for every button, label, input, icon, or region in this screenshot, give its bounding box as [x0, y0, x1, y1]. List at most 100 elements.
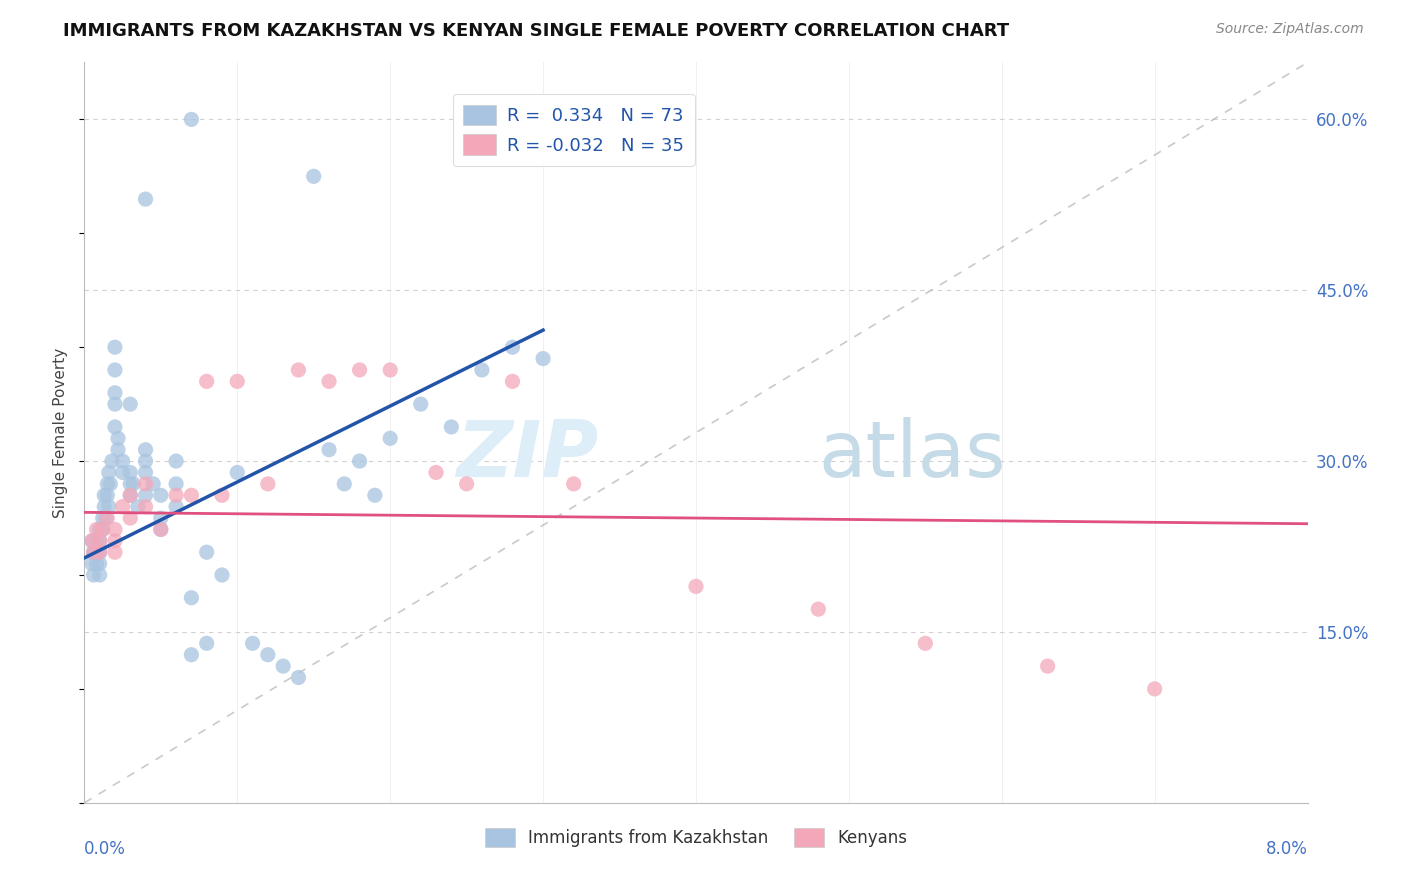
Point: [349, 363, 371, 377]
Legend: Immigrants from Kazakhstan, Kenyans: Immigrants from Kazakhstan, Kenyans: [478, 822, 914, 854]
Point: [1036, 659, 1059, 673]
Point: [107, 442, 129, 457]
Point: [287, 363, 309, 377]
Point: [318, 442, 340, 457]
Point: [149, 511, 172, 525]
Point: [135, 442, 157, 457]
Point: [96, 476, 118, 491]
Point: [96, 488, 118, 502]
Point: [135, 466, 157, 480]
Point: [302, 169, 325, 184]
Point: [180, 591, 202, 605]
Point: [165, 500, 187, 514]
Point: [91, 511, 114, 525]
Point: [120, 488, 142, 502]
Text: 0.0%: 0.0%: [84, 840, 127, 858]
Point: [180, 112, 202, 127]
Y-axis label: Single Female Poverty: Single Female Poverty: [53, 348, 69, 517]
Point: [318, 375, 340, 389]
Text: ZIP: ZIP: [456, 417, 598, 493]
Point: [104, 420, 127, 434]
Point: [122, 476, 145, 491]
Point: [104, 533, 127, 548]
Point: [242, 636, 264, 650]
Point: [89, 533, 111, 548]
Point: [94, 511, 117, 525]
Point: [120, 488, 142, 502]
Point: [111, 466, 134, 480]
Point: [333, 476, 356, 491]
Text: IMMIGRANTS FROM KAZAKHSTAN VS KENYAN SINGLE FEMALE POVERTY CORRELATION CHART: IMMIGRANTS FROM KAZAKHSTAN VS KENYAN SIN…: [63, 22, 1010, 40]
Point: [287, 671, 309, 685]
Point: [86, 523, 108, 537]
Point: [502, 340, 524, 354]
Point: [91, 523, 114, 537]
Point: [89, 545, 111, 559]
Point: [89, 533, 111, 548]
Point: [120, 476, 142, 491]
Point: [135, 488, 157, 502]
Point: [180, 488, 202, 502]
Point: [135, 192, 157, 206]
Point: [135, 476, 157, 491]
Point: [111, 454, 134, 468]
Point: [226, 375, 249, 389]
Point: [89, 545, 111, 559]
Point: [380, 363, 402, 377]
Point: [226, 466, 249, 480]
Point: [135, 454, 157, 468]
Point: [456, 476, 478, 491]
Point: [409, 397, 432, 411]
Point: [195, 375, 218, 389]
Point: [195, 636, 218, 650]
Point: [1143, 681, 1166, 696]
Point: [80, 533, 103, 548]
Point: [93, 500, 115, 514]
Point: [80, 557, 103, 571]
Point: [440, 420, 463, 434]
Point: [149, 488, 172, 502]
Point: [142, 476, 165, 491]
Text: 8.0%: 8.0%: [1265, 840, 1308, 858]
Point: [104, 523, 127, 537]
Point: [101, 454, 124, 468]
Point: [165, 454, 187, 468]
Point: [87, 545, 110, 559]
Point: [104, 397, 127, 411]
Point: [111, 500, 134, 514]
Text: atlas: atlas: [818, 417, 1005, 493]
Point: [89, 523, 111, 537]
Point: [531, 351, 554, 366]
Point: [380, 431, 402, 445]
Point: [149, 523, 172, 537]
Text: Source: ZipAtlas.com: Source: ZipAtlas.com: [1216, 22, 1364, 37]
Point: [685, 579, 707, 593]
Point: [83, 545, 105, 559]
Point: [349, 454, 371, 468]
Point: [149, 523, 172, 537]
Point: [211, 488, 233, 502]
Point: [120, 511, 142, 525]
Point: [98, 476, 121, 491]
Point: [257, 476, 280, 491]
Point: [165, 476, 187, 491]
Point: [96, 511, 118, 525]
Point: [180, 648, 202, 662]
Point: [97, 500, 120, 514]
Point: [93, 488, 115, 502]
Point: [89, 557, 111, 571]
Point: [104, 340, 127, 354]
Point: [914, 636, 936, 650]
Point: [120, 466, 142, 480]
Point: [562, 476, 585, 491]
Point: [502, 375, 524, 389]
Point: [120, 397, 142, 411]
Point: [97, 466, 120, 480]
Point: [83, 568, 105, 582]
Point: [86, 533, 108, 548]
Point: [104, 363, 127, 377]
Point: [83, 545, 105, 559]
Point: [195, 545, 218, 559]
Point: [257, 648, 280, 662]
Point: [91, 523, 114, 537]
